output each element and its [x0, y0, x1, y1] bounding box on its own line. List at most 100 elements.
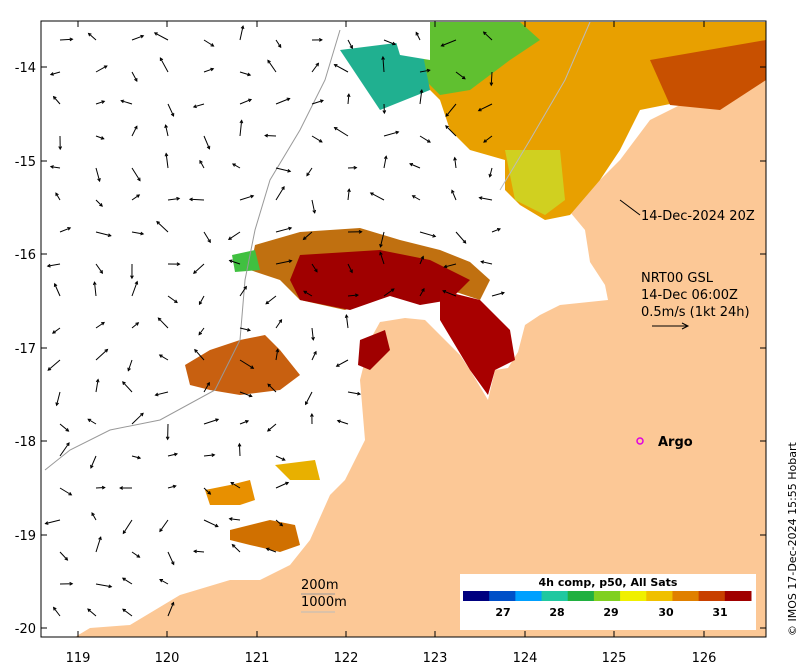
current-arrowhead-icon	[46, 263, 51, 268]
current-arrow-icon	[311, 100, 324, 105]
current-arrowhead-icon	[164, 124, 168, 129]
current-arrow-icon	[442, 290, 457, 297]
current-arrow-icon	[345, 315, 349, 329]
current-arrow-icon	[232, 544, 241, 553]
current-arrowhead-icon	[206, 381, 210, 386]
current-arrow-icon	[239, 120, 243, 137]
current-arrowhead-icon	[52, 606, 57, 611]
current-arrow-icon	[159, 354, 169, 361]
current-arrow-icon	[267, 383, 277, 393]
current-arrowhead-icon	[164, 152, 169, 157]
current-arrowhead-icon	[92, 281, 97, 286]
current-arrowhead-icon	[214, 523, 219, 528]
current-arrowhead-icon	[312, 209, 317, 214]
isobath-legend: 200m 1000m	[301, 578, 347, 613]
current-arrow-icon	[451, 190, 457, 201]
current-arrowhead-icon	[104, 348, 109, 353]
current-arrowhead-icon	[277, 44, 282, 49]
current-arrowhead-icon	[159, 57, 164, 62]
current-arrow-icon	[95, 536, 102, 553]
current-arrowhead-icon	[445, 125, 449, 129]
current-arrowhead-icon	[319, 99, 324, 104]
current-arrowhead-icon	[318, 38, 323, 42]
map-frame	[40, 20, 767, 638]
current-arrowhead-icon	[335, 363, 340, 367]
current-arrow-icon	[95, 231, 111, 237]
current-arrow-icon	[45, 519, 61, 525]
current-arrow-icon	[47, 359, 61, 371]
current-arrow-icon	[95, 263, 103, 274]
current-arrow-icon	[481, 261, 493, 265]
current-arrow-icon	[59, 442, 70, 457]
current-arrow-icon	[95, 167, 101, 182]
current-arrow-icon	[490, 71, 493, 86]
current-arrowhead-icon	[156, 220, 160, 225]
isobath-200-label: 200m	[301, 578, 338, 593]
current-arrow-icon	[412, 195, 421, 201]
current-arrowhead-icon	[266, 427, 271, 432]
isobath-1000m	[499, 21, 591, 191]
current-arrow-icon	[239, 391, 252, 397]
current-arrowhead-icon	[333, 64, 338, 68]
current-arrow-icon	[275, 227, 292, 233]
current-arrow-icon	[167, 295, 178, 303]
current-arrowhead-icon	[415, 31, 419, 36]
current-arrow-icon	[275, 319, 282, 329]
current-arrowhead-icon	[278, 318, 283, 323]
current-arrowhead-icon	[53, 282, 58, 287]
current-arrowhead-icon	[193, 270, 197, 274]
current-arrow-icon	[239, 420, 249, 425]
current-arrowhead-icon	[500, 291, 505, 296]
current-arrowhead-icon	[382, 110, 387, 115]
current-arrowhead-icon	[286, 97, 291, 102]
x-tick-label: 126	[692, 651, 717, 666]
y-tick-label: -16	[15, 248, 36, 263]
current-arrow-icon	[121, 100, 133, 105]
current-arrowhead-icon	[311, 336, 315, 341]
current-arrowhead-icon	[154, 392, 159, 397]
current-arrowhead-icon	[420, 255, 425, 260]
current-arrowhead-icon	[395, 130, 400, 135]
current-arrowhead-icon	[419, 88, 424, 93]
current-arrowhead-icon	[265, 300, 270, 305]
current-arrow-icon	[199, 160, 205, 169]
current-arrowhead-icon	[247, 72, 252, 77]
current-arrow-icon	[165, 153, 169, 169]
colorbar-tick: 27	[495, 606, 510, 619]
current-arrow-icon	[419, 288, 425, 297]
current-arrowhead-icon	[193, 549, 198, 554]
current-arrowhead-icon	[67, 227, 72, 231]
current-arrow-icon	[383, 288, 395, 297]
current-arrow-icon	[159, 579, 169, 585]
current-arrowhead-icon	[427, 139, 431, 143]
current-arrowhead-icon	[87, 608, 91, 613]
x-tick-label: 124	[513, 651, 538, 666]
current-arrow-icon	[159, 519, 169, 532]
current-arrowhead-icon	[207, 239, 211, 244]
current-arrow-icon	[95, 322, 105, 329]
y-tick-label: -18	[15, 435, 36, 450]
legend-line-2: 14-Dec 06:00Z	[641, 288, 738, 303]
current-arrow-icon	[419, 69, 430, 73]
current-arrowhead-icon	[231, 543, 236, 548]
x-tick-label: 120	[155, 651, 180, 666]
current-arrowhead-icon	[95, 378, 100, 383]
current-arrow-icon	[347, 189, 350, 201]
argo-marker-icon	[636, 437, 644, 445]
current-arrow-icon	[159, 57, 169, 73]
current-arrow-icon	[232, 163, 241, 169]
current-arrowhead-icon	[442, 289, 447, 294]
current-arrowhead-icon	[52, 95, 57, 100]
current-arrow-icon	[131, 281, 138, 297]
current-arrow-icon	[194, 349, 205, 361]
current-arrowhead-icon	[248, 98, 253, 103]
current-arrow-icon	[419, 89, 423, 105]
current-arrow-icon	[275, 455, 286, 461]
colorbar-title: 4h comp, p50, All Sats	[539, 576, 678, 589]
current-arrowhead-icon	[239, 119, 244, 124]
current-arrow-icon	[337, 420, 349, 425]
current-arrow-icon	[239, 25, 244, 41]
current-arrowhead-icon	[176, 262, 181, 267]
current-arrow-icon	[131, 551, 140, 558]
current-arrowhead-icon	[65, 428, 70, 432]
